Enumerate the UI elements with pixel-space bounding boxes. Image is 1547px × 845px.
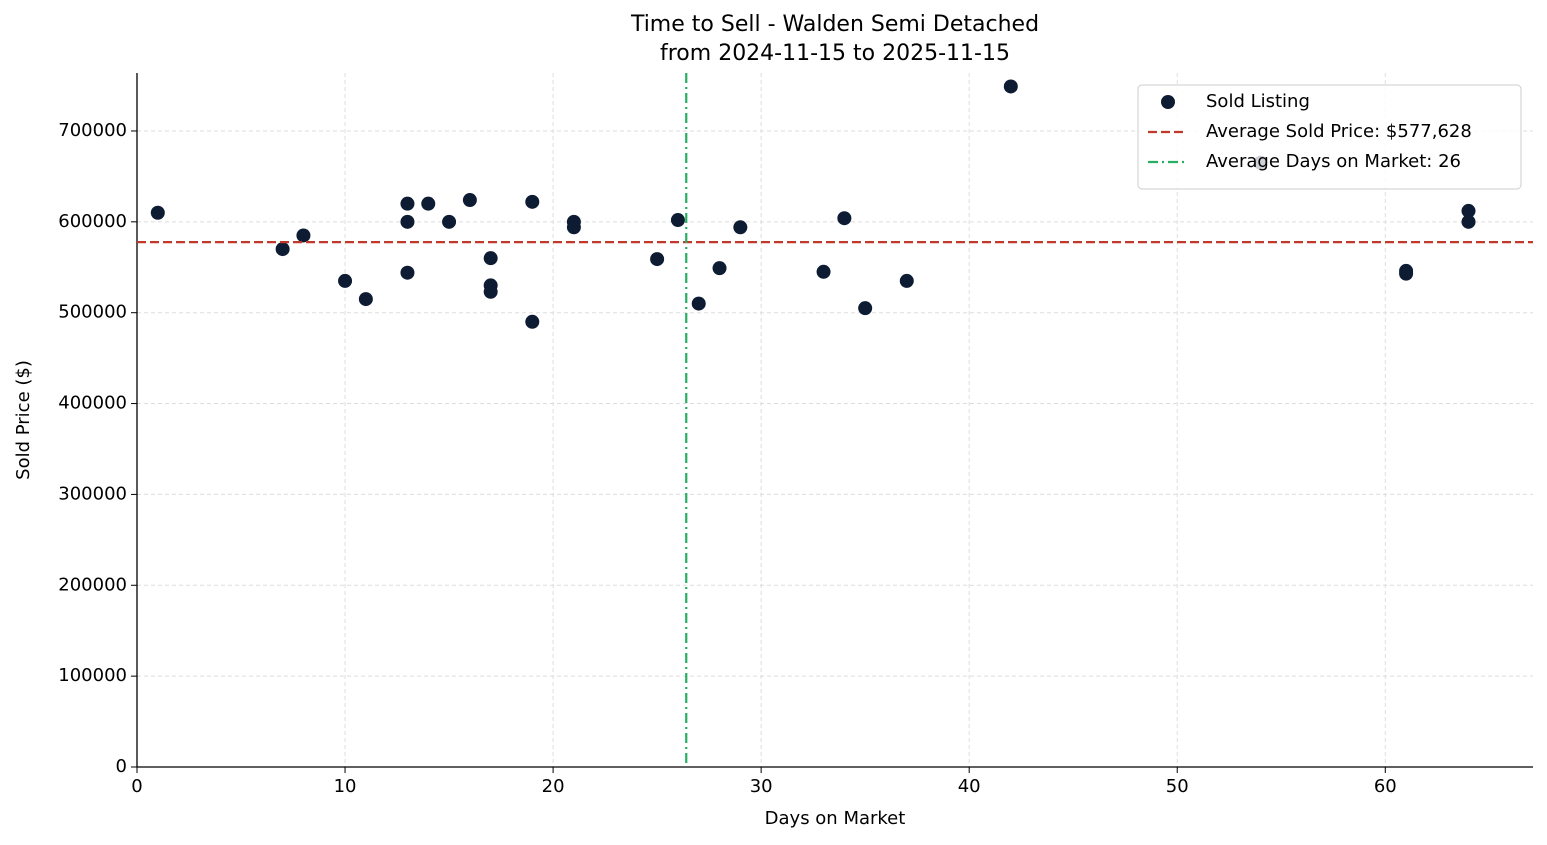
- point: [691, 296, 706, 311]
- legend-marker: [1161, 95, 1175, 109]
- point: [525, 194, 540, 209]
- x-axis-label: Days on Market: [765, 808, 906, 829]
- point: [462, 193, 477, 208]
- point: [566, 220, 581, 235]
- y-tick-label: 300000: [58, 483, 127, 504]
- point: [1399, 266, 1414, 281]
- chart-subtitle: from 2024-11-15 to 2025-11-15: [660, 41, 1010, 66]
- point: [650, 252, 665, 267]
- chart-title: Time to Sell - Walden Semi Detached: [630, 12, 1039, 37]
- point: [712, 261, 727, 276]
- point: [837, 211, 852, 226]
- point: [421, 196, 436, 211]
- point: [525, 314, 540, 329]
- legend-label: Average Sold Price: $577,628: [1206, 121, 1472, 142]
- point: [400, 196, 415, 211]
- x-tick-label: 30: [750, 776, 773, 797]
- x-tick-label: 50: [1166, 776, 1189, 797]
- x-tick-label: 60: [1374, 776, 1397, 797]
- point: [275, 242, 290, 257]
- y-tick-label: 100000: [58, 665, 127, 686]
- point: [400, 265, 415, 280]
- point: [483, 251, 498, 266]
- point: [1003, 79, 1018, 94]
- x-tick-label: 10: [334, 776, 357, 797]
- point: [670, 213, 685, 228]
- y-tick-label: 200000: [58, 574, 127, 595]
- x-tick-label: 0: [131, 776, 142, 797]
- y-tick-label: 400000: [58, 393, 127, 414]
- point: [816, 264, 831, 279]
- point: [358, 292, 373, 307]
- point: [733, 220, 748, 235]
- legend-box: [1137, 84, 1522, 190]
- y-tick-label: 0: [116, 756, 127, 777]
- point: [296, 228, 311, 243]
- point: [442, 214, 457, 229]
- x-tick-label: 40: [958, 776, 981, 797]
- x-tick-label: 20: [542, 776, 565, 797]
- legend-label: Sold Listing: [1206, 91, 1310, 112]
- y-tick-label: 500000: [58, 302, 127, 323]
- point: [1461, 203, 1476, 218]
- point: [400, 214, 415, 229]
- y-tick-label: 600000: [58, 211, 127, 232]
- point: [858, 301, 873, 316]
- point: [899, 273, 914, 288]
- point: [338, 273, 353, 288]
- legend-label: Average Days on Market: 26: [1206, 151, 1461, 172]
- point: [1461, 214, 1476, 229]
- point: [483, 284, 498, 299]
- y-tick-label: 700000: [58, 120, 127, 141]
- y-axis-label: Sold Price ($): [13, 360, 34, 480]
- point: [150, 205, 165, 220]
